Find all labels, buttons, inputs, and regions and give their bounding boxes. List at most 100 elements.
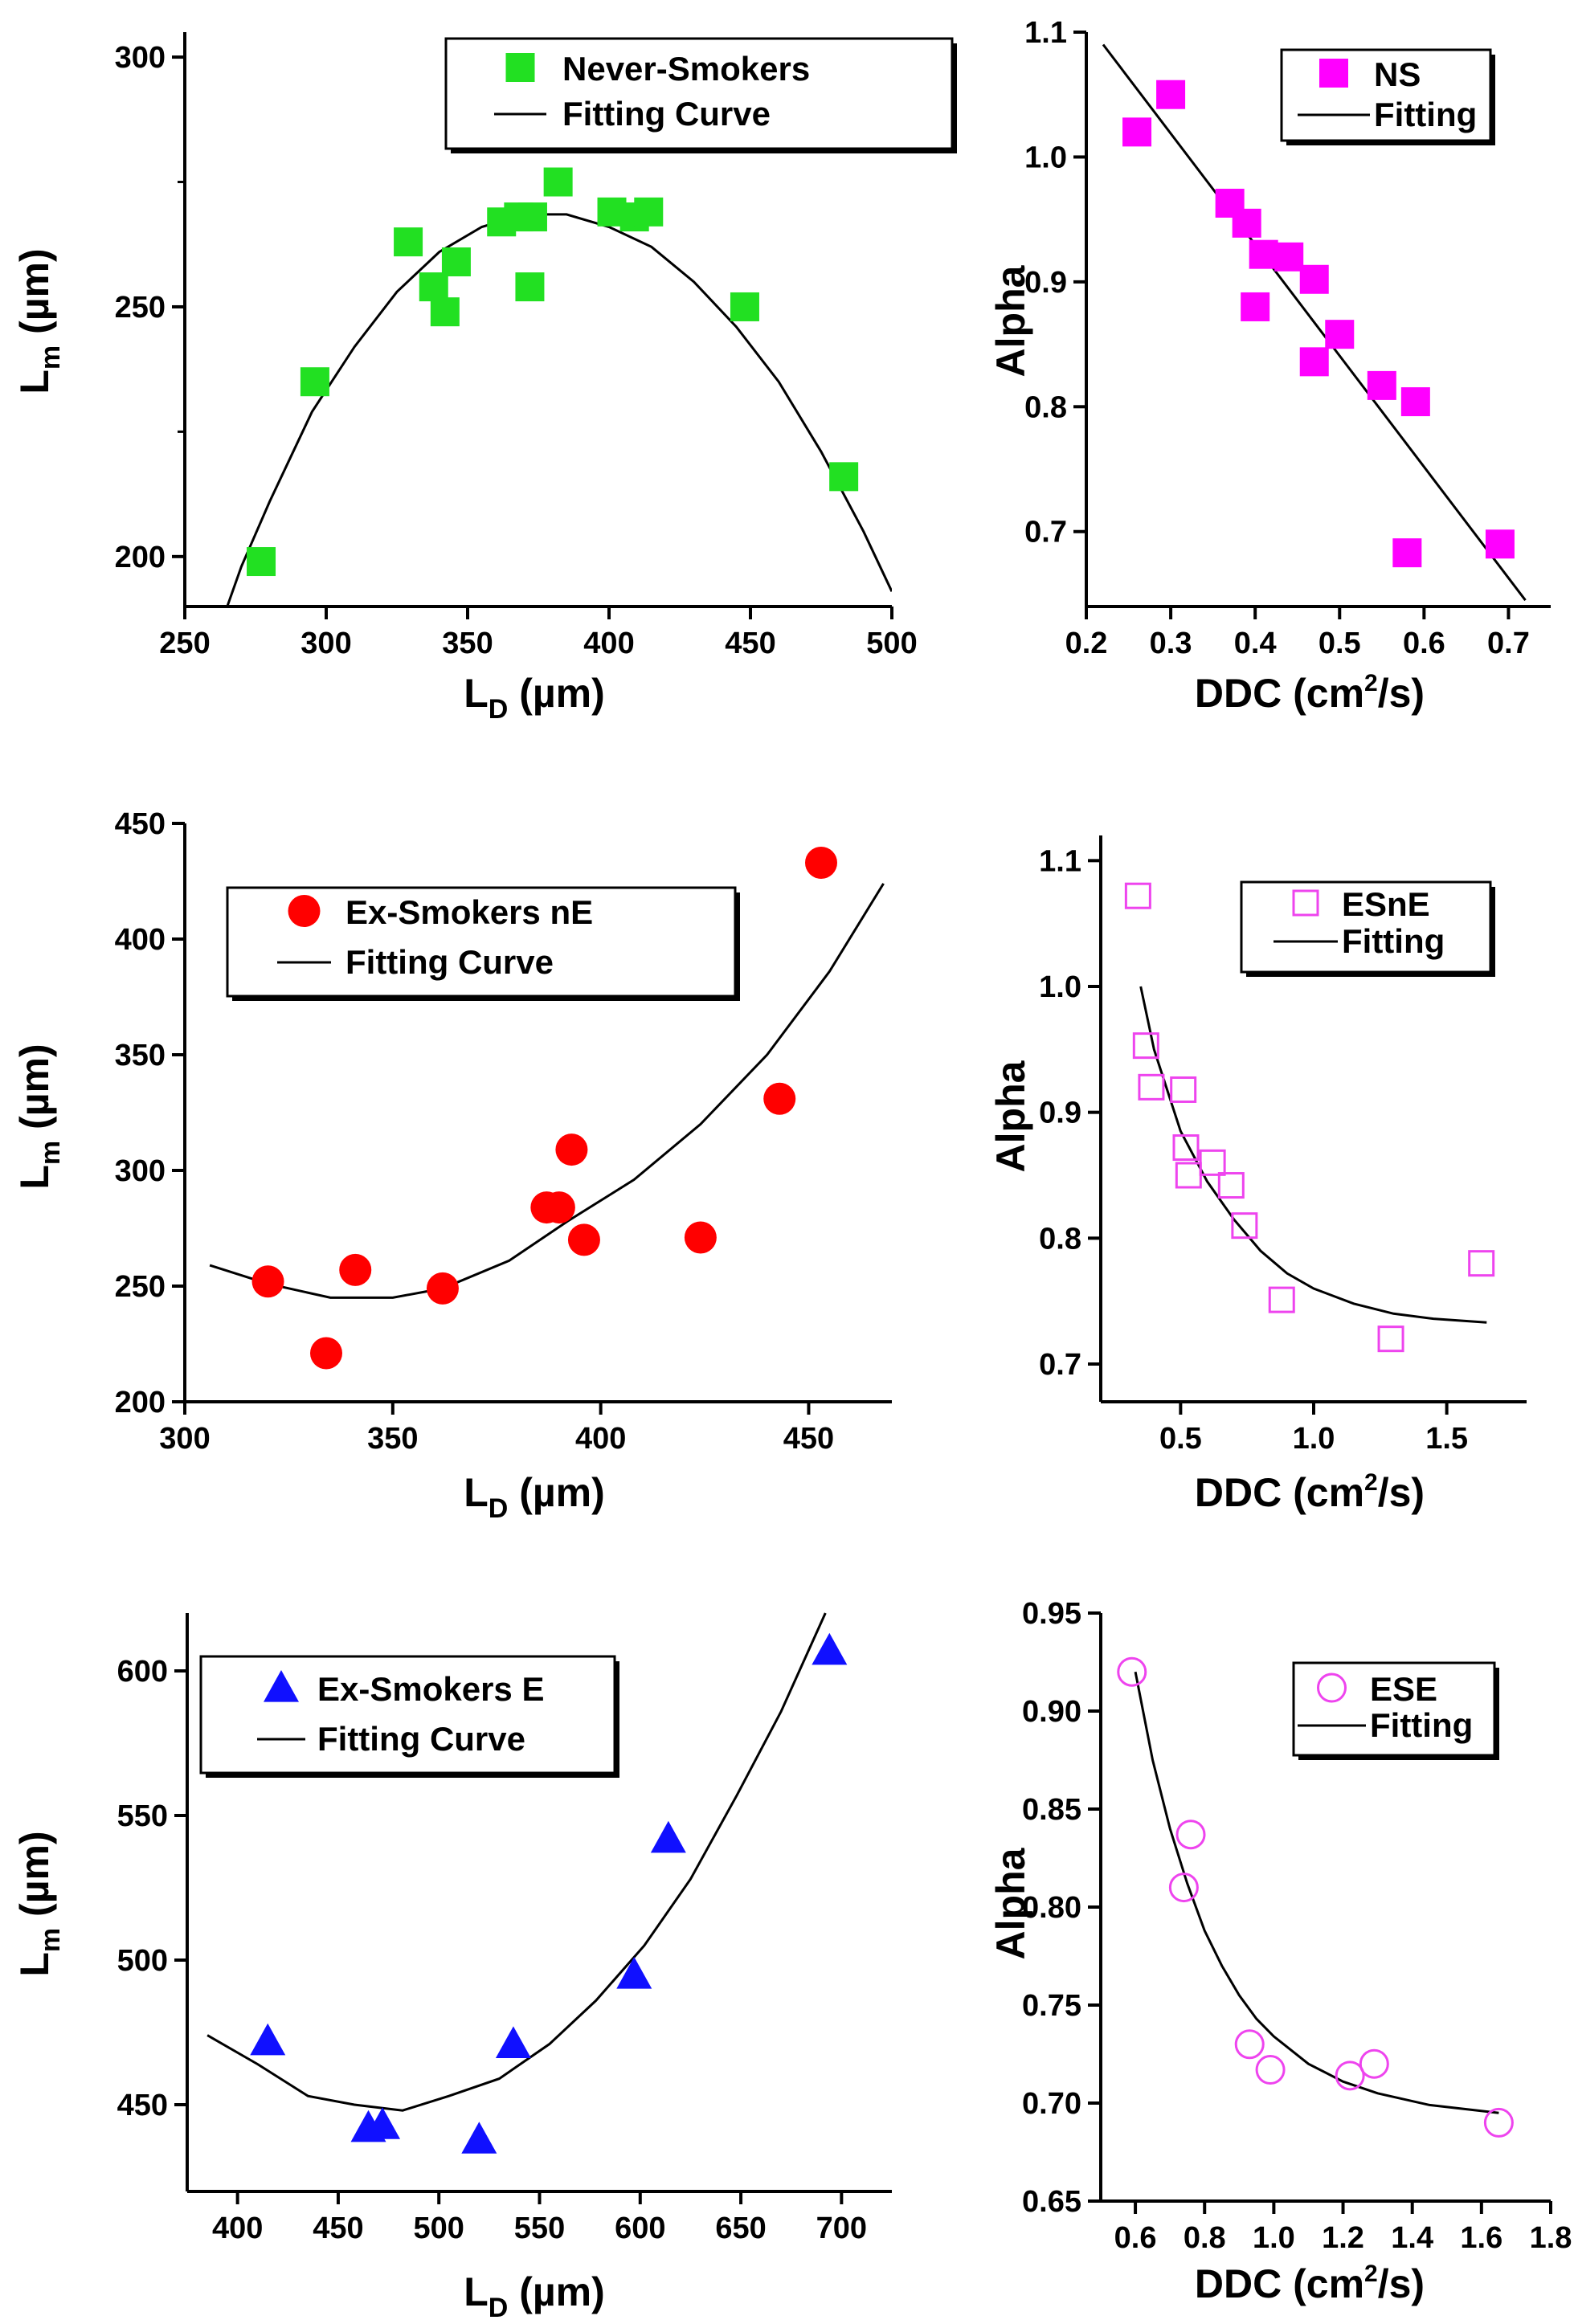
fit-curve [1139,986,1487,1324]
legend-label-fit: Fitting [1342,922,1445,960]
chart-ese-alpha: 0.6 0.8 1.0 1.2 1.4 1.6 1.8 0.65 0.70 0.75 0.80 0.8… [988,1597,1572,2306]
x-tick-label: 650 [715,2212,766,2245]
x-axis-label-unit: (µm) [508,2269,604,2314]
data-point [555,1133,588,1166]
x-tick-label: 500 [866,627,917,660]
legend-marker [1319,59,1348,88]
data-point [1234,2029,1265,2060]
data-point [426,1272,459,1305]
y-tick-label: 0.90 [1022,1695,1081,1729]
data-point [567,1223,600,1256]
y-tick-label: 1.0 [1039,970,1081,1004]
data-point [1268,1286,1295,1313]
x-tick-label: 450 [313,2212,363,2245]
data-point [1274,242,1304,272]
data-point [812,1632,848,1665]
x-tick-label: 450 [783,1422,834,1456]
data-point [250,2023,286,2056]
data-point [650,1820,686,1853]
y-axis-label-unit: (µm) [12,1831,57,1927]
data-point [1359,2048,1389,2079]
y-tick-label: 250 [115,1270,166,1304]
legend-marker [1317,1673,1347,1703]
y-tick-label: 400 [115,923,166,957]
data-point [1156,80,1186,109]
legend-box [1292,1661,1496,1757]
data-point [829,462,859,492]
x-tick-label: 0.6 [1114,2221,1157,2255]
data-point [1485,529,1515,559]
x-axis-label-tail: /s) [1378,1470,1425,1515]
y-tick-label: 0.8 [1024,390,1067,424]
y-tick-label: 0.95 [1022,1597,1081,1631]
x-axis-label-unit: (µm) [508,671,604,716]
y-tick-label: 450 [115,807,166,841]
data-point [441,247,471,276]
y-tick-label: 300 [115,41,166,75]
y-tick-label: 550 [117,1799,168,1833]
x-tick-label: 550 [514,2212,565,2245]
data-point [1400,387,1430,417]
legend-marker [1292,889,1319,917]
y-tick-label: 0.75 [1022,1989,1081,2023]
x-tick-label: 300 [159,1422,210,1456]
y-axis-label-main: L [12,1165,57,1190]
data-point [1172,1134,1200,1162]
chart-esne-alpha: 0.5 1.0 1.5 0.7 0.8 0.9 1.0 1.1 DDC (cm2/s) Alpha… [988,835,1527,1515]
data-point [339,1253,372,1286]
y-tick-label: 0.7 [1039,1348,1081,1382]
data-point [461,2122,497,2154]
y-tick-label: 1.1 [1039,844,1081,878]
x-tick-label: 450 [725,627,775,660]
x-axis-label-sub: D [489,694,509,725]
data-point [1249,239,1278,269]
y-tick-label: 0.7 [1024,516,1067,549]
x-tick-label: 0.7 [1487,627,1530,660]
x-axis-label-sup: 2 [1364,670,1378,696]
data-point [1175,1820,1206,1850]
legend-label-fit: Fitting Curve [317,1720,525,1758]
data-point [1231,1212,1258,1240]
y-axis-label-sub: m [35,345,66,370]
legend-label-data: Ex-Smokers nE [345,893,593,931]
x-tick-label: 600 [615,2212,665,2245]
x-axis-label: DDC (cm2/s) [1195,2261,1425,2306]
data-point [430,297,460,327]
data-point [1241,292,1270,321]
legend-box [1280,48,1492,142]
y-tick-label: 0.65 [1022,2185,1081,2219]
x-tick-label: 350 [367,1422,418,1456]
x-axis-label-main: DDC (cm [1195,1470,1364,1515]
x-axis-label-main: L [464,2269,489,2314]
legend-label-data: NS [1374,55,1421,93]
data-point [1232,208,1261,238]
x-tick-label: 1.0 [1253,2221,1295,2255]
x-axis-label-main: L [464,671,489,716]
data-point [1168,1873,1199,1903]
data-point [1255,2055,1286,2085]
x-axis-label-main: DDC (cm [1195,671,1364,716]
data-point [495,2026,531,2058]
legend-box [199,1655,616,1775]
x-axis-label-unit: (µm) [508,1470,604,1515]
fit-curve [206,1612,827,2112]
data-point [1175,1162,1202,1189]
data-point [365,2107,401,2139]
data-point [616,1957,652,1989]
x-tick-label: 0.3 [1150,627,1192,660]
legend-label-fit: Fitting Curve [345,943,554,981]
legend-box [1240,880,1492,974]
y-tick-label: 600 [117,1655,168,1689]
y-axis-label-unit: (µm) [12,248,57,345]
y-tick-label: 0.9 [1024,266,1067,300]
legend-label-fit: Fitting Curve [562,95,771,133]
legend-label-data: ESnE [1342,885,1430,923]
data-point [1122,117,1152,147]
fit-curve [1102,43,1527,602]
fit-curve [226,213,892,607]
y-axis-label: Alpha [988,1847,1033,1959]
data-point [251,1265,284,1298]
x-tick-label: 0.8 [1184,2221,1226,2255]
y-axis-label: Alpha [988,264,1033,377]
